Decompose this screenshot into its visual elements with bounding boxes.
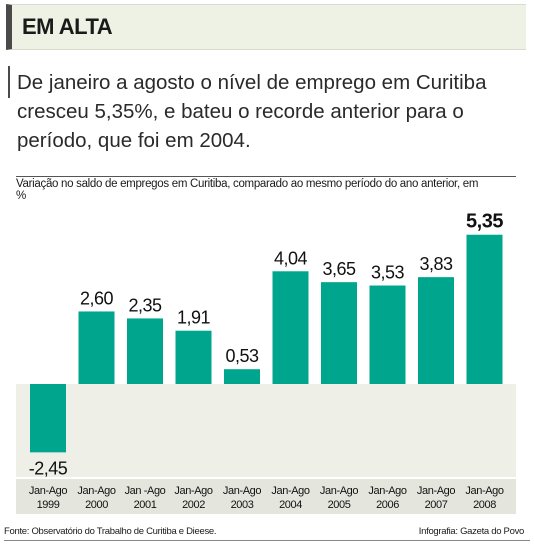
category-label-line2: 2008 <box>473 499 496 511</box>
data-label: 5,35 <box>466 211 503 233</box>
bar <box>272 271 309 384</box>
category-label-line1: Jan-Ago <box>417 485 455 497</box>
bar <box>224 369 260 384</box>
category-label-line1: Jan-Ago <box>223 485 261 497</box>
credit-text: Infografia: Gazeta do Povo <box>418 526 525 537</box>
data-label: 3,83 <box>419 254 453 274</box>
data-label: 2,60 <box>80 288 114 308</box>
bar <box>369 285 406 384</box>
data-label: 4,04 <box>274 248 308 268</box>
data-label: 3,53 <box>371 263 405 283</box>
lead-text: De janeiro a agosto o nível de emprego e… <box>17 71 487 152</box>
category-label-line2: 2003 <box>231 499 254 511</box>
data-label: 0,53 <box>225 346 259 366</box>
data-label: 3,65 <box>322 259 356 279</box>
header-title: EM ALTA <box>22 14 113 39</box>
category-label-line1: Jan-Ago <box>271 485 309 497</box>
caption-rule <box>16 176 516 177</box>
data-label: 1,91 <box>177 308 211 328</box>
category-label-line1: Jan-Ago <box>77 485 115 497</box>
category-label-line2: 2000 <box>85 499 108 511</box>
bar <box>175 330 212 384</box>
category-label-line1: Jan-Ago <box>465 485 503 497</box>
bar <box>78 311 115 384</box>
category-label-line2: 2005 <box>328 499 351 511</box>
category-label-line2: 2002 <box>182 499 205 511</box>
category-label-line2: 2006 <box>376 499 399 511</box>
category-label-line1: Jan-Ago <box>174 485 212 497</box>
category-label-line2: 2004 <box>279 499 302 511</box>
data-label: -2,45 <box>29 458 68 478</box>
lead-rule <box>8 66 10 98</box>
category-label-line2: 2001 <box>134 499 157 511</box>
category-label-line1: Jan -Ago <box>125 485 166 497</box>
category-label-line2: 2007 <box>425 499 448 511</box>
bar <box>418 277 454 384</box>
category-label-line1: Jan-Ago <box>368 485 406 497</box>
bottom-rule <box>4 540 530 541</box>
category-label-line1: Jan-Ago <box>29 485 67 497</box>
source-text: Fonte: Observatório do Trabalho de Curit… <box>4 526 217 537</box>
data-label: 2,35 <box>128 295 162 315</box>
category-label-strip <box>16 478 516 514</box>
bar <box>30 384 66 453</box>
category-label-line1: Jan-Ago <box>320 485 358 497</box>
bar <box>127 318 163 384</box>
chart-caption: Variação no saldo de empregos em Curitib… <box>16 178 479 202</box>
category-label-line2: 1999 <box>37 499 60 511</box>
header-bar: EM ALTA <box>6 4 526 50</box>
bar <box>466 234 503 384</box>
bar-chart: -2,45 Jan-Ago 1999 2,60 Jan-Ago 2000 2,35 Jan -… <box>16 211 516 514</box>
bar <box>321 282 357 384</box>
